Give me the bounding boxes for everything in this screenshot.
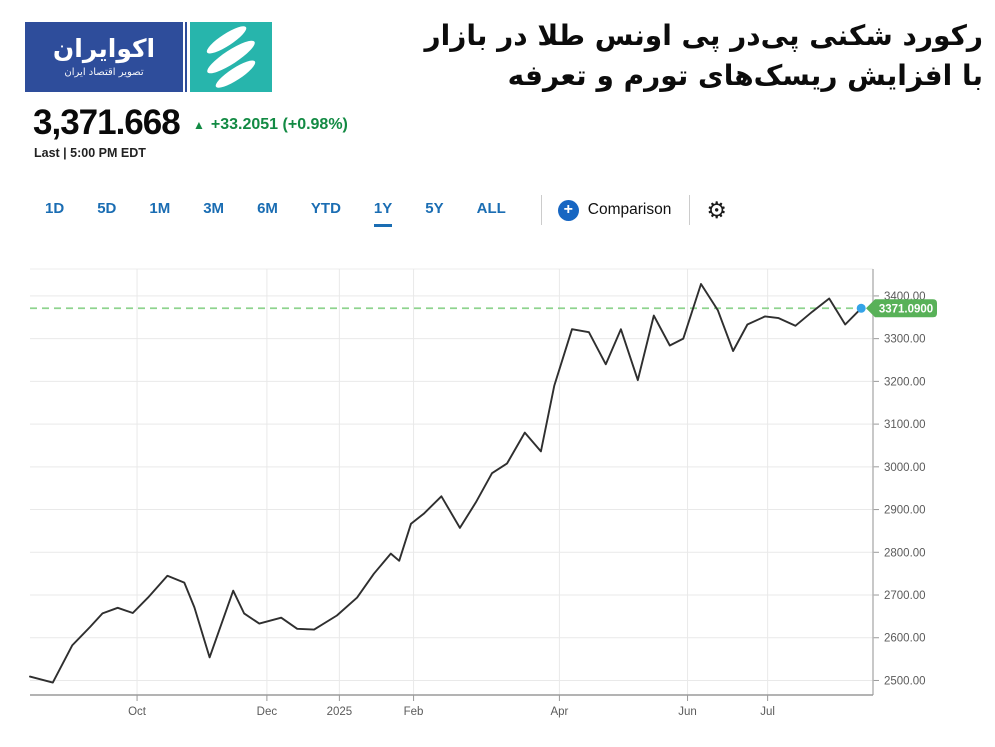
y-tick-label: 2900.00 [884,505,926,517]
toolbar-divider [689,195,691,225]
headline: رکورد شکنی پی‌در پی اونس طلا در بازار با… [383,16,983,96]
last-timestamp: Last | 5:00 PM EDT [34,146,146,160]
gear-icon: ⚙ [706,196,727,223]
last-price-badge-label: 3371.0900 [879,303,933,315]
chart-toolbar: 1D 5D 1M 3M 6M YTD 1Y 5Y ALL + Comparison ⚙ [45,192,727,228]
y-tick-label: 2800.00 [884,547,926,559]
y-tick-label: 3300.00 [884,334,926,346]
x-tick-label: 2025 [327,706,353,718]
x-tick-label: Oct [128,706,147,718]
comparison-label: Comparison [587,201,672,218]
price-chart[interactable]: 3400.003300.003200.003100.003000.002900.… [0,262,995,732]
logo-title: اکوایران [52,34,156,64]
up-triangle-icon: ▲ [193,118,205,132]
settings-button[interactable]: ⚙ [706,196,727,223]
x-tick-label: Apr [550,706,568,718]
x-tick-label: Jun [678,706,697,718]
y-tick-label: 2600.00 [884,633,926,645]
range-tabs: 1D 5D 1M 3M 6M YTD 1Y 5Y ALL [45,194,539,227]
range-tab-1y[interactable]: 1Y [373,194,393,227]
y-tick-label: 3000.00 [884,462,926,474]
y-tick-label: 2500.00 [884,675,926,687]
range-tab-ytd[interactable]: YTD [311,194,341,227]
headline-line-2: با افزایش ریسک‌های تورم و تعرفه [507,59,983,92]
brand-logo: اکوایران تصویر اقتصاد ایران [25,22,272,92]
range-tab-5y[interactable]: 5Y [425,194,443,227]
change-value: +33.2051 (+0.98%) [210,116,348,133]
logo-emblem-block [190,22,272,92]
range-tab-6m[interactable]: 6M [257,194,278,227]
last-price-dot [856,303,866,313]
logo-text-block: اکوایران تصویر اقتصاد ایران [25,22,183,92]
range-tab-all[interactable]: ALL [477,194,506,227]
logo-emblem-icon [206,26,256,88]
last-price-badge [866,299,937,318]
price-value: 3,371.668 [33,103,181,142]
plus-icon: + [557,199,579,221]
x-tick-label: Dec [257,706,278,718]
range-tab-5d[interactable]: 5D [97,194,116,227]
x-tick-label: Jul [760,706,775,718]
range-tab-3m[interactable]: 3M [203,194,224,227]
logo-divider [183,22,190,92]
comparison-button[interactable]: + Comparison [557,199,672,221]
logo-tagline: تصویر اقتصاد ایران [64,66,144,78]
toolbar-divider [540,195,542,225]
y-tick-label: 3200.00 [884,376,926,388]
price-line [29,283,863,684]
range-tab-1d[interactable]: 1D [45,194,64,227]
y-tick-label: 2700.00 [884,590,926,602]
range-tab-1m[interactable]: 1M [149,194,170,227]
headline-line-1: رکورد شکنی پی‌در پی اونس طلا در بازار [424,19,983,52]
x-tick-label: Feb [404,706,424,718]
price-change: ▲ +33.2051 (+0.98%) [193,116,348,134]
y-tick-label: 3100.00 [884,419,926,431]
